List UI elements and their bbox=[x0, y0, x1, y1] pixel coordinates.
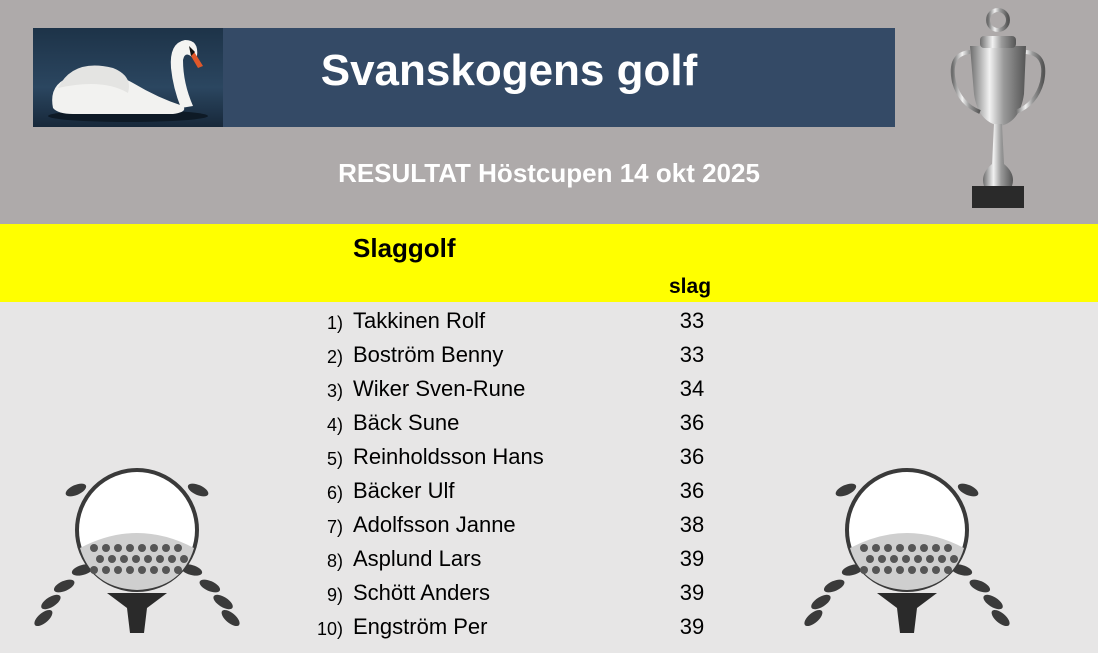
player-name: Engström Per bbox=[353, 614, 488, 639]
table-row: 9) Schött Anders 39 bbox=[0, 576, 1098, 610]
swan-image bbox=[33, 28, 223, 127]
rank-label: 1) bbox=[326, 313, 343, 333]
rank-label: 6) bbox=[326, 483, 343, 503]
rank-label: 7) bbox=[326, 517, 343, 537]
table-row: 4) Bäck Sune 36 bbox=[0, 406, 1098, 440]
golf-laurel-emblem-icon bbox=[22, 448, 252, 638]
table-row: 2) Boström Benny 33 bbox=[0, 338, 1098, 372]
section-header-band bbox=[0, 224, 1098, 302]
rank-label: 5) bbox=[326, 449, 343, 469]
title-banner: Svanskogens golf bbox=[33, 28, 895, 127]
player-name: Bäcker Ulf bbox=[353, 478, 455, 503]
player-name: Reinholdsson Hans bbox=[353, 444, 544, 469]
page-title: Svanskogens golf bbox=[320, 46, 698, 95]
player-score: 39 bbox=[679, 614, 705, 639]
player-name: Schött Anders bbox=[353, 580, 490, 605]
player-score: 34 bbox=[679, 376, 705, 401]
section-title: Slaggolf bbox=[353, 233, 456, 263]
player-name: Wiker Sven-Rune bbox=[353, 376, 526, 401]
table-row: 5) Reinholdsson Hans 36 bbox=[0, 440, 1098, 474]
table-row: 6) Bäcker Ulf 36 bbox=[0, 474, 1098, 508]
rank-label: 4) bbox=[326, 415, 343, 435]
golf-laurel-emblem-icon bbox=[792, 448, 1022, 638]
trophy-icon bbox=[940, 4, 1060, 210]
table-row: 7) Adolfsson Janne 38 bbox=[0, 508, 1098, 542]
player-score: 39 bbox=[679, 580, 705, 605]
results-table: 1) Takkinen Rolf 33 2) Boström Benny 33 3) Wike… bbox=[0, 304, 1098, 644]
player-score: 36 bbox=[679, 478, 705, 503]
page-subtitle: RESULTAT Höstcupen 14 okt 2025 bbox=[338, 158, 760, 188]
player-name: Takkinen Rolf bbox=[353, 308, 486, 333]
player-name: Asplund Lars bbox=[353, 546, 482, 571]
player-name: Bäck Sune bbox=[353, 410, 460, 435]
table-row: 8) Asplund Lars 39 bbox=[0, 542, 1098, 576]
rank-label: 2) bbox=[326, 347, 343, 367]
rank-label: 10) bbox=[316, 619, 343, 639]
player-score: 33 bbox=[679, 342, 705, 367]
score-column-header: slag bbox=[669, 275, 712, 298]
rank-label: 8) bbox=[326, 551, 343, 571]
player-score: 36 bbox=[679, 444, 705, 469]
player-score: 33 bbox=[679, 308, 705, 333]
player-score: 39 bbox=[679, 546, 705, 571]
rank-label: 9) bbox=[326, 585, 343, 605]
table-row: 1) Takkinen Rolf 33 bbox=[0, 304, 1098, 338]
player-score: 38 bbox=[679, 512, 705, 537]
rank-label: 3) bbox=[326, 381, 343, 401]
table-row: 10) Engström Per 39 bbox=[0, 610, 1098, 644]
player-name: Boström Benny bbox=[353, 342, 504, 367]
player-score: 36 bbox=[679, 410, 705, 435]
table-row: 3) Wiker Sven-Rune 34 bbox=[0, 372, 1098, 406]
player-name: Adolfsson Janne bbox=[353, 512, 516, 537]
